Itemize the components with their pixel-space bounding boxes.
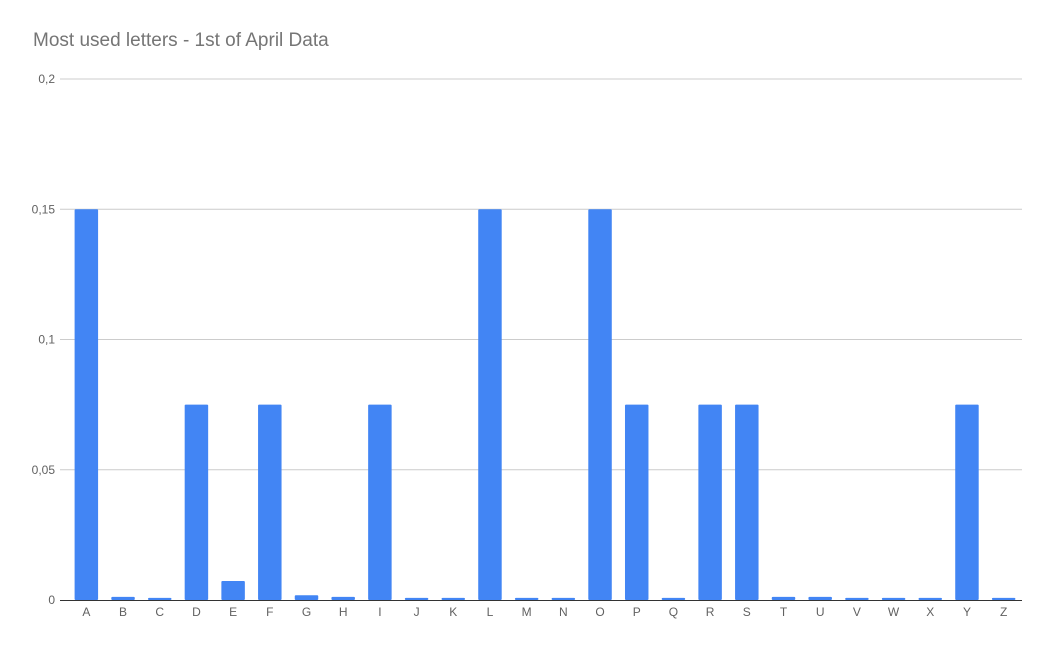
x-tick-label: N — [559, 605, 568, 619]
bar-s — [735, 404, 759, 600]
x-tick-label: J — [414, 605, 420, 619]
bar-h — [331, 596, 355, 600]
x-tick-label: R — [706, 605, 715, 619]
bar-i — [368, 404, 392, 600]
gridlines — [60, 78, 1022, 471]
x-tick-label: T — [780, 605, 788, 619]
x-tick-label: M — [522, 605, 532, 619]
bar-p — [624, 404, 649, 600]
bar-t — [771, 596, 796, 600]
y-tick-label: 0,15 — [32, 202, 56, 216]
bars — [74, 209, 1016, 600]
bar-d — [184, 404, 209, 600]
x-tick-label: A — [82, 605, 90, 619]
bar-j — [404, 597, 429, 600]
x-tick-label: G — [302, 605, 311, 619]
y-tick-label: 0 — [48, 593, 55, 607]
x-tick-label: K — [449, 605, 457, 619]
y-tick-label: 0,2 — [38, 72, 55, 86]
bar-r — [698, 404, 722, 600]
x-axis-ticks: A B C D E F G H I J K L M N O P Q R S T U V W X Y Z — [82, 605, 1007, 619]
y-axis-ticks: 0 0,05 0,1 0,15 0,2 — [32, 72, 56, 607]
x-tick-label: Q — [669, 605, 678, 619]
x-tick-label: X — [926, 605, 934, 619]
x-tick-label: S — [743, 605, 751, 619]
bar-m — [514, 597, 539, 600]
bar-w — [881, 597, 906, 600]
bar-u — [808, 596, 832, 600]
bar-y — [955, 404, 979, 600]
bar-o — [588, 209, 612, 600]
bar-n — [551, 597, 576, 600]
x-tick-label: V — [853, 605, 861, 619]
bar-c — [147, 597, 172, 600]
x-tick-label: L — [487, 605, 494, 619]
bar-z — [991, 597, 1016, 600]
x-tick-label: I — [378, 605, 381, 619]
bar-q — [661, 597, 686, 600]
bar-x — [918, 597, 943, 600]
x-tick-label: W — [888, 605, 900, 619]
bar-g — [294, 595, 319, 600]
bar-e — [221, 580, 245, 600]
x-tick-label: F — [266, 605, 273, 619]
x-tick-label: O — [595, 605, 604, 619]
x-tick-label: H — [339, 605, 348, 619]
x-tick-label: B — [119, 605, 127, 619]
x-tick-label: D — [192, 605, 201, 619]
bar-a — [74, 209, 99, 600]
y-tick-label: 0,05 — [32, 463, 56, 477]
bar-v — [845, 597, 869, 600]
bar-l — [478, 209, 502, 600]
x-tick-label: Y — [963, 605, 971, 619]
x-tick-label: Z — [1000, 605, 1007, 619]
chart-title: Most used letters - 1st of April Data — [33, 30, 329, 51]
bar-f — [258, 404, 282, 600]
x-tick-label: E — [229, 605, 237, 619]
x-tick-label: U — [816, 605, 825, 619]
bar-k — [441, 597, 466, 600]
x-tick-label: P — [633, 605, 641, 619]
x-tick-label: C — [155, 605, 164, 619]
y-tick-label: 0,1 — [38, 333, 55, 347]
bar-b — [111, 596, 135, 600]
